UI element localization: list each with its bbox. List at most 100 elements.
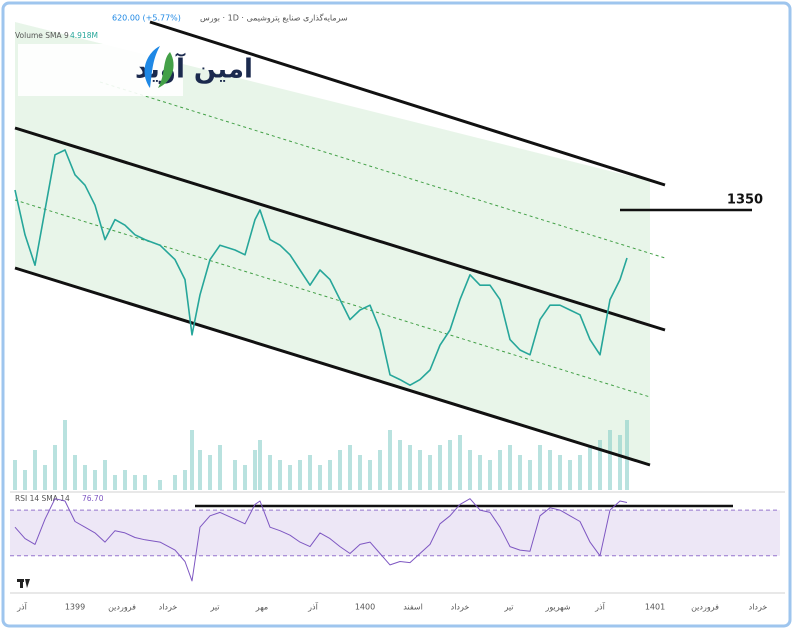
- channel-fill: [15, 22, 650, 465]
- x-tick-label: تیر: [503, 603, 513, 612]
- x-tick-label: آذر: [307, 602, 318, 612]
- volume-bar: [438, 445, 442, 490]
- x-tick-label: آذر: [594, 602, 605, 612]
- volume-bar: [63, 420, 67, 490]
- x-tick-label: فروردین: [108, 603, 136, 612]
- x-tick-label: تیر: [209, 603, 219, 612]
- volume-bar: [268, 455, 272, 490]
- volume-bar: [468, 450, 472, 490]
- volume-bar: [183, 470, 187, 490]
- volume-bar: [158, 480, 162, 490]
- volume-bar: [53, 445, 57, 490]
- volume-bar: [618, 435, 622, 490]
- volume-legend-value: 4.918M: [70, 31, 98, 40]
- channel-line: [14, 126, 666, 332]
- volume-bar: [43, 465, 47, 490]
- volume-bar: [143, 475, 147, 490]
- x-tick-label: مهر: [255, 603, 268, 612]
- tv-logo-part: [25, 579, 30, 588]
- volume-bar: [173, 475, 177, 490]
- x-tick-label: شهریور: [544, 603, 570, 612]
- rsi-legend-value: 76.70: [82, 494, 104, 503]
- volume-bar: [298, 460, 302, 490]
- x-tick-label: خرداد: [159, 603, 178, 612]
- volume-bar: [278, 460, 282, 490]
- volume-bar: [508, 445, 512, 490]
- volume-bar: [578, 455, 582, 490]
- volume-bar: [448, 440, 452, 490]
- volume-bar: [378, 450, 382, 490]
- volume-bar: [588, 445, 592, 490]
- volume-bar: [253, 450, 257, 490]
- volume-bar: [608, 430, 612, 490]
- channel-dashed: [14, 199, 651, 398]
- x-tick-label: 1399: [65, 603, 85, 612]
- price-change: 620.00 (+5.77%): [112, 14, 181, 23]
- channel-dashed: [99, 81, 666, 259]
- volume-bar: [308, 455, 312, 490]
- volume-bar: [243, 465, 247, 490]
- volume-bar: [113, 475, 117, 490]
- volume-bar: [318, 465, 322, 490]
- logo-leaf: [144, 46, 160, 88]
- channel-line: [14, 266, 651, 467]
- x-tick-label: فروردین: [691, 603, 719, 612]
- volume-bar: [488, 460, 492, 490]
- volume-bar: [538, 445, 542, 490]
- volume-bar: [428, 455, 432, 490]
- rsi-band: [10, 510, 780, 556]
- price-line: [14, 149, 628, 386]
- x-tick-label: خرداد: [749, 603, 768, 612]
- volume-bar: [258, 440, 262, 490]
- volume-bar: [528, 460, 532, 490]
- volume-bar: [218, 445, 222, 490]
- volume-bar: [548, 450, 552, 490]
- volume-bar: [328, 460, 332, 490]
- volume-bar: [233, 460, 237, 490]
- volume-bar: [73, 455, 77, 490]
- volume-bar: [598, 440, 602, 490]
- volume-bar: [103, 460, 107, 490]
- volume-layer: [13, 420, 629, 490]
- rsi-legend: RSI 14 SMA 14: [15, 494, 70, 503]
- volume-bar: [518, 455, 522, 490]
- rsi-line: [14, 498, 628, 582]
- x-tick-label: خرداد: [451, 603, 470, 612]
- volume-bar: [83, 465, 87, 490]
- tv-logo: [17, 579, 30, 588]
- channel-line: [149, 20, 666, 187]
- volume-bar: [133, 475, 137, 490]
- volume-bar: [625, 420, 629, 490]
- volume-bar: [408, 445, 412, 490]
- volume-bar: [123, 470, 127, 490]
- x-tick-label: آذر: [16, 602, 27, 612]
- volume-bar: [558, 455, 562, 490]
- x-tick-label: 1401: [645, 603, 665, 612]
- volume-bar: [418, 450, 422, 490]
- volume-bar: [33, 450, 37, 490]
- tv-logo-part: [20, 579, 23, 588]
- volume-bar: [568, 460, 572, 490]
- level-label: 1350: [727, 193, 763, 208]
- volume-bar: [93, 470, 97, 490]
- volume-bar: [208, 455, 212, 490]
- volume-bar: [198, 450, 202, 490]
- x-tick-label: 1400: [355, 603, 375, 612]
- volume-bar: [498, 450, 502, 490]
- volume-bar: [398, 440, 402, 490]
- logo-leaf: [158, 52, 174, 88]
- volume-bar: [478, 455, 482, 490]
- volume-legend: Volume SMA 9: [15, 31, 69, 40]
- volume-bar: [348, 445, 352, 490]
- volume-bar: [338, 450, 342, 490]
- chart-title: سرمایه‌گذاری صنایع پتروشیمی · 1D · بورس: [200, 13, 348, 23]
- volume-bar: [23, 470, 27, 490]
- volume-bar: [458, 435, 462, 490]
- volume-bar: [190, 430, 194, 490]
- volume-bar: [13, 460, 17, 490]
- x-tick-label: اسفند: [403, 603, 423, 612]
- volume-bar: [358, 455, 362, 490]
- volume-bar: [388, 430, 392, 490]
- volume-bar: [368, 460, 372, 490]
